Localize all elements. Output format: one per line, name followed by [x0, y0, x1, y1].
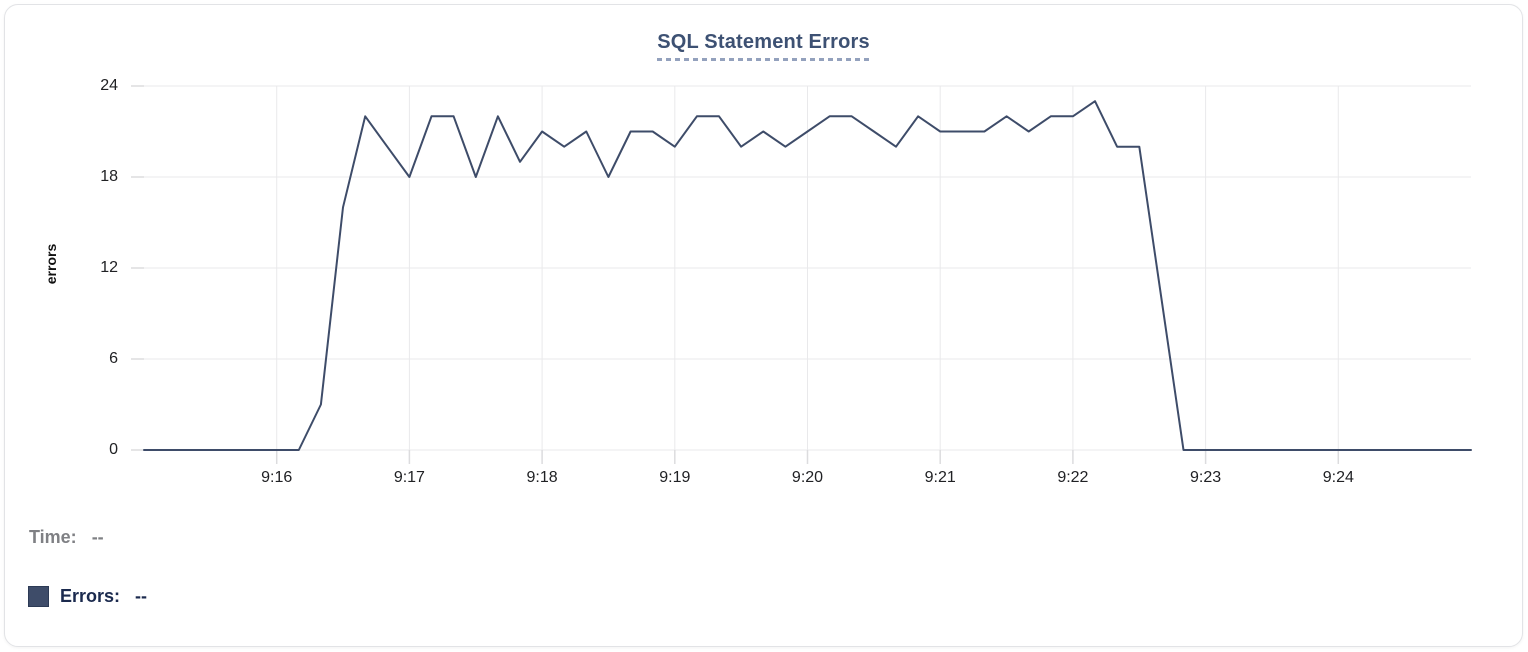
x-tick-label: 9:24: [1322, 469, 1354, 486]
line-chart-plot[interactable]: [131, 85, 1472, 464]
x-tick-label: 9:20: [791, 469, 824, 486]
errors-series-swatch: [28, 586, 49, 607]
x-tick-label: 9:18: [526, 469, 558, 486]
legend-errors-row[interactable]: Errors: --: [28, 586, 147, 607]
y-tick-label: 6: [109, 350, 118, 367]
legend-errors-label: Errors:: [60, 586, 121, 606]
y-tick-label: 12: [100, 259, 118, 276]
x-tick-label: 9:16: [261, 469, 293, 486]
x-tick-label: 9:22: [1057, 469, 1089, 486]
y-tick-label: 18: [100, 168, 118, 185]
y-tick-label: 0: [109, 441, 118, 458]
legend-time-label: Time:: [29, 527, 77, 547]
x-tick-label: 9:19: [659, 469, 691, 486]
y-tick-label: 24: [100, 77, 118, 94]
chart-card: SQL Statement Errors errors 0 6 12 18 24 9:1…: [4, 4, 1523, 647]
chart-title-row: SQL Statement Errors: [5, 31, 1522, 61]
chart-title[interactable]: SQL Statement Errors: [657, 31, 870, 61]
legend-errors-value: --: [135, 586, 148, 606]
x-tick-label: 9:17: [393, 469, 425, 486]
legend-time-row: Time: --: [29, 527, 104, 548]
x-tick-label: 9:23: [1190, 469, 1222, 486]
x-tick-label: 9:21: [924, 469, 956, 486]
legend-time-value: --: [91, 527, 104, 547]
